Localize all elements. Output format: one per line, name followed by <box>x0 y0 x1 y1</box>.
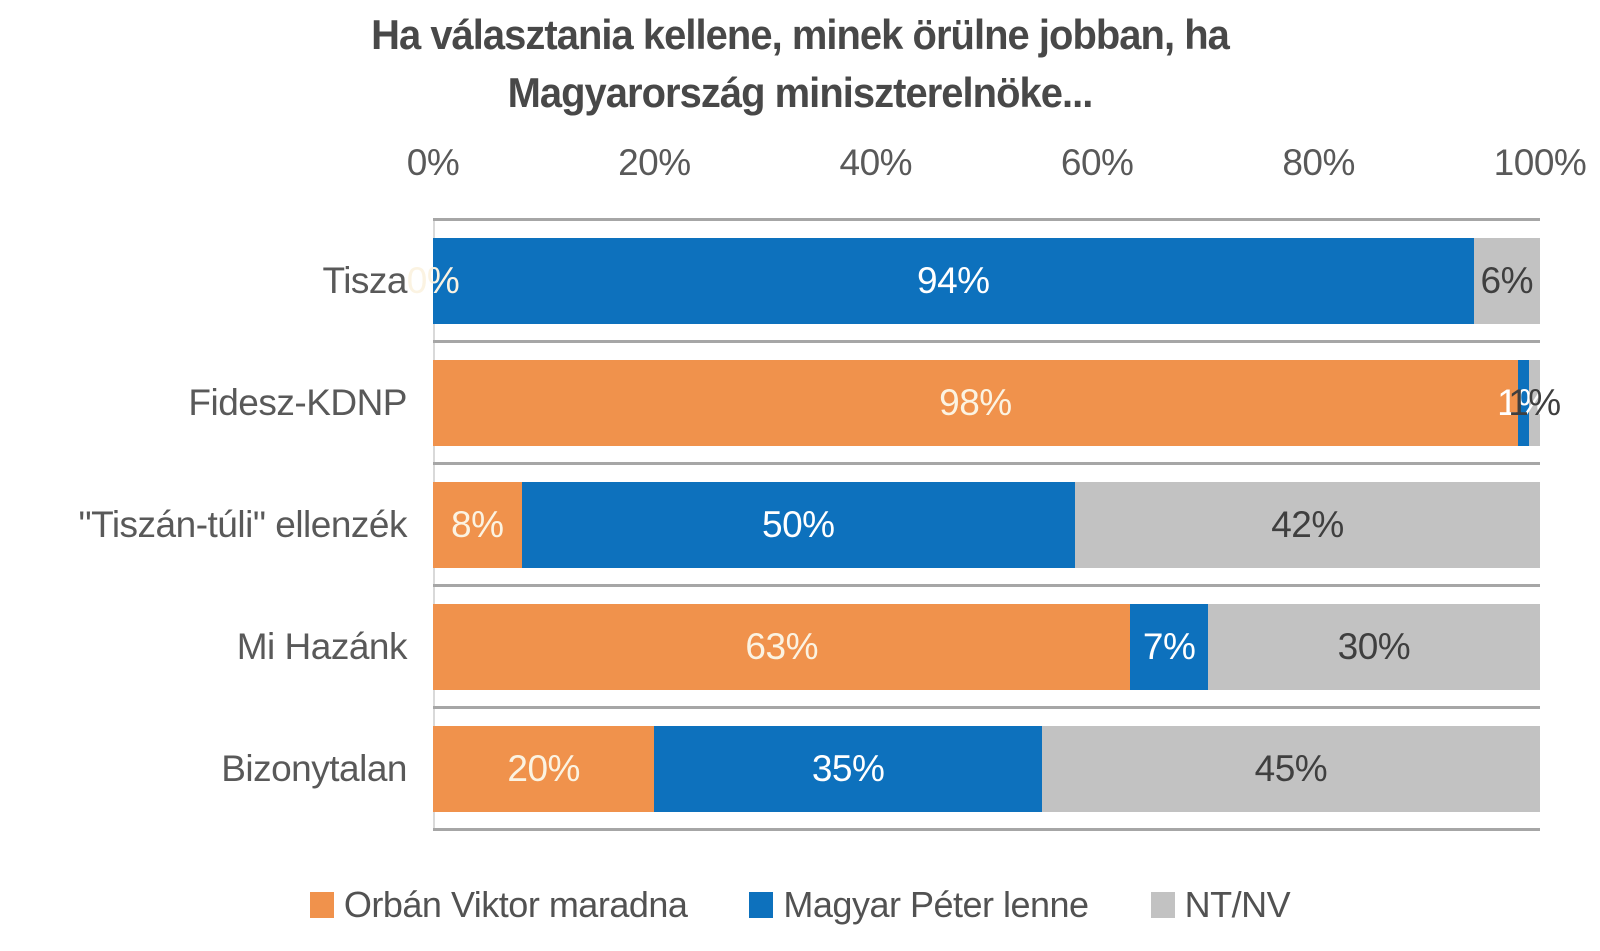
bar-value-label: 1% <box>1508 382 1561 423</box>
bar-value-label: 94% <box>917 260 990 301</box>
legend-label: Orbán Viktor maradna <box>343 884 688 925</box>
legend-item: Magyar Péter lenne <box>749 884 1089 926</box>
category-band: Tisza 0% 94% 6% <box>322 218 1540 340</box>
x-tick-label: 60% <box>1060 142 1134 183</box>
category-label: Fidesz-KDNP <box>188 381 407 423</box>
chart-title: Ha választania kellene, minek örülne job… <box>40 6 1560 122</box>
bar-value-label: 45% <box>1254 748 1328 789</box>
bar-segment <box>521 482 1076 568</box>
bar-segment <box>1473 238 1540 324</box>
chart-title-line1: Ha választania kellene, minek örülne job… <box>371 11 1230 58</box>
plot-area: Tisza 0% 94% 6% Fidesz-KDNP 98% 1% 1% "Tiszán-tú… <box>78 218 1561 831</box>
bar-row: 0% 94% 6% <box>407 238 1540 324</box>
legend-swatch-icon <box>309 892 334 918</box>
category-band: Fidesz-KDNP 98% 1% 1% <box>188 340 1561 462</box>
bar-value-label: 35% <box>811 748 885 789</box>
chart-title-line2: Magyarország miniszterelnöke... <box>507 68 1094 116</box>
bar-value-label: 7% <box>1142 626 1196 667</box>
category-band: Bizonytalan 20% 35% 45% <box>221 706 1540 828</box>
bar-value-label: 0% <box>406 260 460 301</box>
bar-segment <box>433 604 1131 690</box>
x-tick-label: 100% <box>1493 142 1587 183</box>
legend-label: NT/NV <box>1184 884 1291 925</box>
category-label: "Tiszán-túli" ellenzék <box>78 503 407 545</box>
legend-swatch-icon <box>1150 892 1175 918</box>
bar-row: 20% 35% 45% <box>433 726 1540 812</box>
legend-swatch-icon <box>749 892 774 918</box>
bar-value-label: 50% <box>762 504 835 545</box>
bar-value-label: 20% <box>507 748 580 789</box>
category-label: Bizonytalan <box>221 747 407 789</box>
x-tick-label: 80% <box>1282 142 1355 183</box>
bar-row: 8% 50% 42% <box>433 482 1540 568</box>
bar-value-label: 30% <box>1337 626 1411 667</box>
bar-segment <box>1528 360 1540 446</box>
legend-item: NT/NV <box>1150 884 1291 926</box>
bar-value-label: 6% <box>1480 260 1534 301</box>
legend-item: Orbán Viktor maradna <box>309 884 688 926</box>
bar-segment <box>1207 604 1540 690</box>
bar-segment <box>1517 360 1529 446</box>
bar-value-label: 42% <box>1271 504 1344 545</box>
category-band: Mi Hazánk 63% 7% 30% <box>237 584 1540 706</box>
bar-segment <box>433 238 1474 324</box>
x-tick-label: 20% <box>618 142 691 183</box>
bar-segment <box>1041 726 1540 812</box>
bar-value-label: 63% <box>745 626 818 667</box>
bar-value-label: 1% <box>1497 382 1550 423</box>
category-band: "Tiszán-túli" ellenzék 8% 50% 42% <box>78 462 1540 584</box>
bar-segment <box>1130 604 1208 690</box>
bar-segment <box>433 482 522 568</box>
bar-segment <box>1075 482 1540 568</box>
bar-value-label: 8% <box>451 504 504 545</box>
legend-label: Magyar Péter lenne <box>783 884 1089 925</box>
bar-segment <box>654 726 1042 812</box>
legend: Orbán Viktor maradna Magyar Péter lenne NT… <box>0 884 1600 926</box>
bar-value-label: 98% <box>939 382 1012 423</box>
bar-segment <box>433 360 1518 446</box>
category-label: Tisza <box>322 259 407 301</box>
category-label: Mi Hazánk <box>236 625 408 667</box>
x-tick-label: 0% <box>406 142 460 183</box>
bar-row: 98% 1% 1% <box>433 360 1561 446</box>
bar-segment <box>433 726 655 812</box>
x-tick-label: 40% <box>839 142 913 183</box>
bar-row: 63% 7% 30% <box>433 604 1540 690</box>
x-axis-ticks: 0% 20% 40% 60% 80% 100% <box>407 140 1587 186</box>
